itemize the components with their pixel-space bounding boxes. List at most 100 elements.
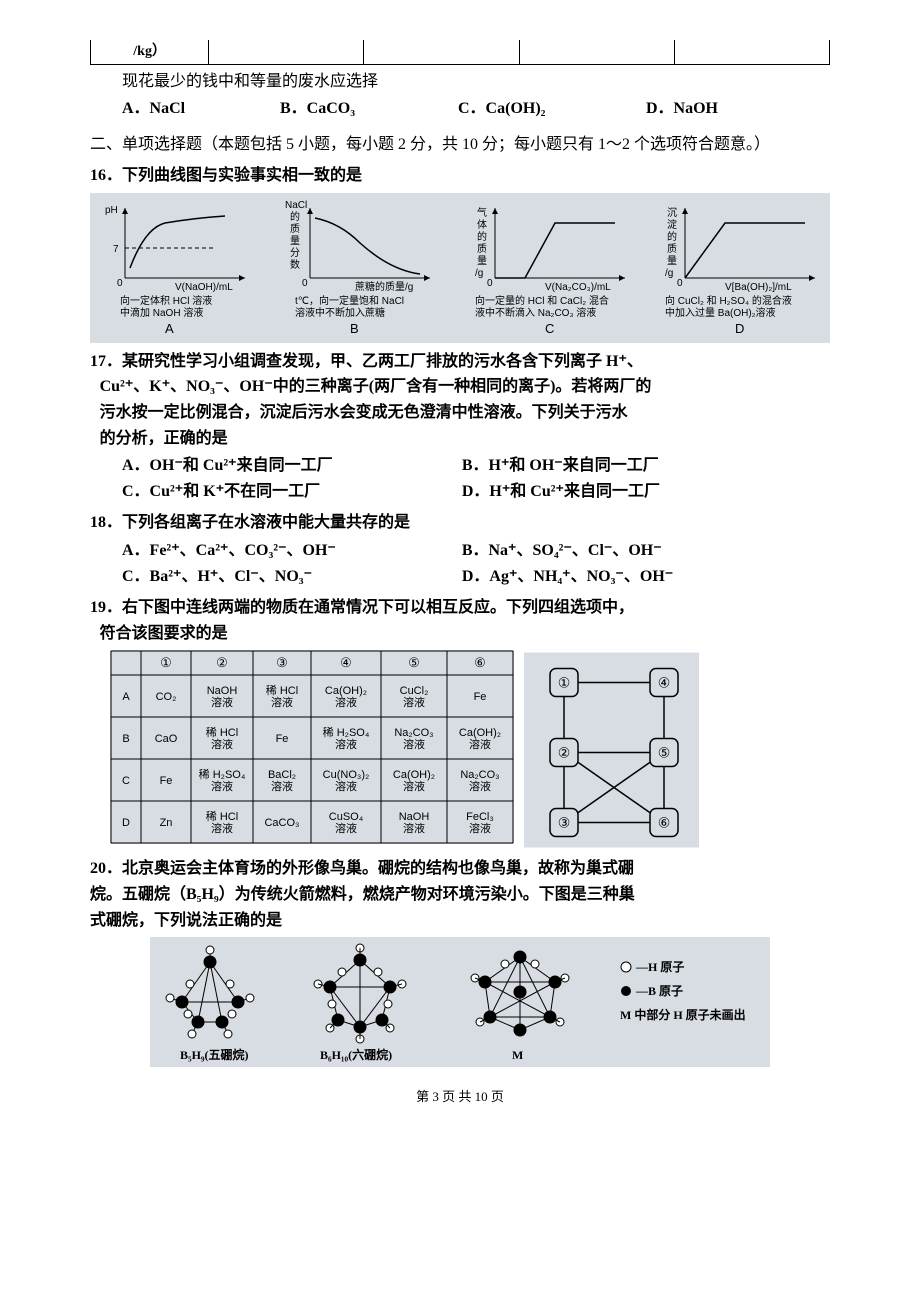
svg-text:D: D (122, 817, 130, 829)
q18-optD: D．Ag⁺、NH₄⁺、NO₃⁻、OH⁻ (462, 564, 802, 590)
svg-text:BaCl₂: BaCl₂ (268, 769, 296, 781)
svg-text:Fe: Fe (160, 775, 173, 787)
svg-text:溶液: 溶液 (469, 779, 491, 793)
q16: 16．下列曲线图与实验事实相一致的是 pH 7 0 V(NaOH)/mL 向一定… (90, 163, 830, 343)
q16D-xlabel: V[Ba(OH)₂]/mL (725, 282, 792, 293)
svg-text:0: 0 (302, 278, 308, 289)
q16A-cap2: 中滴加 NaOH 溶液 (120, 306, 203, 319)
svg-text:NaOH: NaOH (399, 811, 430, 823)
svg-text:的: 的 (477, 230, 487, 243)
q20-figure: B₅H₉(五硼烷) B₆H₁₀(六硼烷) (150, 937, 770, 1067)
svg-text:溶液: 溶液 (403, 821, 425, 835)
svg-text:淀: 淀 (667, 218, 677, 231)
q15-optB: B．CaCO₃ (280, 96, 430, 122)
svg-text:NaOH: NaOH (207, 685, 238, 697)
svg-text:溶液: 溶液 (211, 821, 233, 835)
svg-text:CaCO₃: CaCO₃ (264, 817, 299, 829)
q20-legendH: —H 原子 (635, 960, 684, 974)
q16C-cap2: 液中不断滴入 Na₂CO₃ 溶液 (475, 306, 596, 319)
q15-options: A．NaCl B．CaCO₃ C．Ca(OH)₂ D．NaOH (122, 96, 830, 122)
svg-text:③: ③ (276, 655, 288, 670)
q16B-cap2: 溶液中不断加入蔗糖 (295, 306, 385, 319)
svg-text:溶液: 溶液 (403, 695, 425, 709)
svg-text:溶液: 溶液 (335, 737, 357, 751)
svg-text:Ca(OH)₂: Ca(OH)₂ (459, 727, 501, 739)
svg-text:Na₂CO₃: Na₂CO₃ (394, 727, 433, 739)
q16D-cap2: 中加入过量 Ba(OH)₂溶液 (665, 306, 776, 319)
svg-text:溶液: 溶液 (403, 779, 425, 793)
svg-text:C: C (122, 775, 130, 787)
svg-text:量: 量 (477, 255, 487, 267)
svg-text:Cu(NO₃)₂: Cu(NO₃)₂ (323, 769, 370, 781)
svg-text:Fe: Fe (276, 733, 289, 745)
q16A-tag: A (165, 321, 174, 336)
svg-text:溶液: 溶液 (469, 737, 491, 751)
svg-text:稀 HCl: 稀 HCl (206, 810, 238, 823)
q20-labelB: B₆H₁₀(六硼烷) (320, 1047, 392, 1062)
svg-text:/g: /g (475, 268, 483, 279)
svg-text:溶液: 溶液 (335, 695, 357, 709)
q15-optA: A．NaCl (122, 96, 252, 122)
q20-l3: 式硼烷，下列说法正确的是 (90, 908, 830, 934)
q20-labelA: B₅H₉(五硼烷) (180, 1047, 249, 1062)
svg-text:CaO: CaO (155, 733, 178, 745)
svg-text:量: 量 (290, 235, 300, 247)
q16-graphs: pH 7 0 V(NaOH)/mL 向一定体积 HCl 溶液 中滴加 NaOH … (90, 193, 830, 343)
svg-text:溶液: 溶液 (335, 779, 357, 793)
q15-optD: D．NaOH (646, 96, 718, 122)
svg-text:NaCl: NaCl (285, 200, 307, 211)
q15-optC: C．Ca(OH)₂ (458, 96, 618, 122)
svg-text:质: 质 (477, 243, 487, 255)
svg-text:质: 质 (290, 223, 300, 235)
svg-text:的: 的 (667, 230, 677, 243)
q17: 17．某研究性学习小组调查发现，甲、乙两工厂排放的污水各含下列离子 H⁺、 Cu… (90, 349, 830, 505)
svg-text:③: ③ (558, 815, 571, 831)
q17-optD: D．H⁺和 Cu²⁺来自同一工厂 (462, 479, 802, 505)
q17-optC: C．Cu²⁺和 K⁺不在同一工厂 (122, 479, 462, 505)
svg-text:④: ④ (340, 655, 352, 670)
svg-text:FeCl₃: FeCl₃ (466, 811, 494, 823)
svg-text:B: B (122, 733, 129, 745)
svg-text:溶液: 溶液 (271, 779, 293, 793)
svg-text:④: ④ (658, 675, 671, 691)
q16A-cap1: 向一定体积 HCl 溶液 (120, 294, 212, 307)
svg-text:Ca(OH)₂: Ca(OH)₂ (325, 685, 367, 697)
q19-table: ①②③④⑤⑥ACO₂NaOH溶液稀 HCl溶液Ca(OH)₂溶液CuCl₂溶液F… (110, 650, 514, 844)
q20-labelC: M (512, 1048, 523, 1062)
q17-l4: 的分析，正确的是 (100, 426, 830, 452)
q18-optB: B．Na⁺、SO₄²⁻、Cl⁻、OH⁻ (462, 538, 802, 564)
svg-text:分: 分 (290, 247, 300, 259)
q17-l3: 污水按一定比例混合，沉淀后污水会变成无色澄清中性溶液。下列关于污水 (100, 400, 830, 426)
svg-text:②: ② (558, 745, 571, 761)
q19: 19．右下图中连线两端的物质在通常情况下可以相互反应。下列四组选项中， 符合该图… (90, 595, 830, 850)
q16B-xlabel: 蔗糖的质量/g (355, 280, 413, 293)
svg-text:的: 的 (290, 210, 300, 223)
q17-l2: Cu²⁺、K⁺、NO₃⁻、OH⁻中的三种离子(两厂含有一种相同的离子)。若将两厂… (100, 374, 830, 400)
svg-text:/g: /g (665, 268, 673, 279)
q17-optA: A．OH⁻和 Cu²⁺来自同一工厂 (122, 453, 462, 479)
q19-l1: 19．右下图中连线两端的物质在通常情况下可以相互反应。下列四组选项中， (90, 595, 830, 621)
svg-text:体: 体 (477, 219, 487, 231)
q18-optC: C．Ba²⁺、H⁺、Cl⁻、NO₃⁻ (122, 564, 462, 590)
svg-text:0: 0 (117, 278, 123, 289)
svg-text:稀 HCl: 稀 HCl (206, 726, 238, 739)
q17-l1: 17．某研究性学习小组调查发现，甲、乙两工厂排放的污水各含下列离子 H⁺、 (90, 349, 830, 375)
svg-text:稀 HCl: 稀 HCl (266, 684, 298, 697)
q19-l2: 符合该图要求的是 (100, 621, 830, 647)
svg-text:溶液: 溶液 (271, 695, 293, 709)
svg-text:0: 0 (487, 278, 493, 289)
q18: 18．下列各组离子在水溶液中能大量共存的是 A．Fe²⁺、Ca²⁺、CO₃²⁻、… (90, 510, 830, 589)
q18-stem: 18．下列各组离子在水溶液中能大量共存的是 (90, 510, 830, 536)
svg-text:CuSO₄: CuSO₄ (329, 811, 364, 823)
cell-kg: /kg） (91, 40, 209, 64)
q15-table-fragment: /kg） (90, 40, 830, 65)
svg-text:CuCl₂: CuCl₂ (400, 685, 429, 697)
svg-text:⑤: ⑤ (658, 745, 671, 761)
svg-text:0: 0 (677, 278, 683, 289)
svg-text:Ca(OH)₂: Ca(OH)₂ (393, 769, 435, 781)
q16B-tag: B (350, 321, 359, 336)
svg-text:⑥: ⑥ (474, 655, 486, 670)
q16-stem: 16．下列曲线图与实验事实相一致的是 (90, 163, 830, 189)
svg-text:②: ② (216, 655, 228, 670)
q20: 20．北京奥运会主体育场的外形像鸟巢。硼烷的结构也像鸟巢，故称为巢式硼 烷。五硼… (90, 856, 830, 1067)
